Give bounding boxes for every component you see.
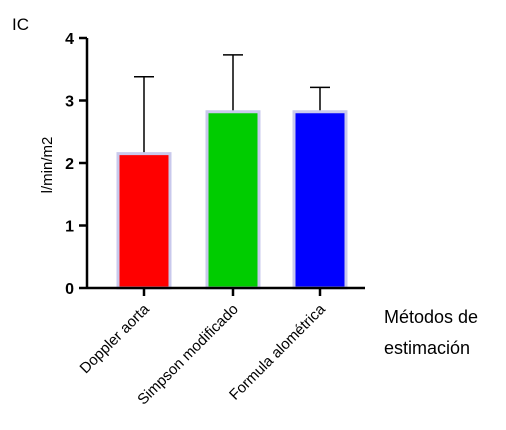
bars-group [116, 54, 348, 290]
chart-title: IC [12, 15, 29, 34]
x-tick-label: Formula alométrica [226, 300, 329, 403]
bar-2 [205, 110, 261, 290]
y-axis-label: l/min/m2 [39, 137, 56, 194]
bar-3 [292, 110, 348, 290]
x-axis-label-line1: Métodos de [384, 307, 478, 327]
y-axis: 0 1 2 3 4 [65, 31, 89, 298]
y-tick-label: 3 [65, 94, 74, 111]
x-axis-label-line2: estimación [384, 338, 470, 358]
x-tick-label: Doppler aorta [77, 300, 154, 377]
y-tick-label: 1 [65, 219, 74, 236]
y-tick-label: 0 [65, 281, 74, 298]
bar-1 [116, 152, 172, 290]
y-tick-label: 2 [65, 156, 74, 173]
y-tick-label: 4 [65, 31, 74, 48]
